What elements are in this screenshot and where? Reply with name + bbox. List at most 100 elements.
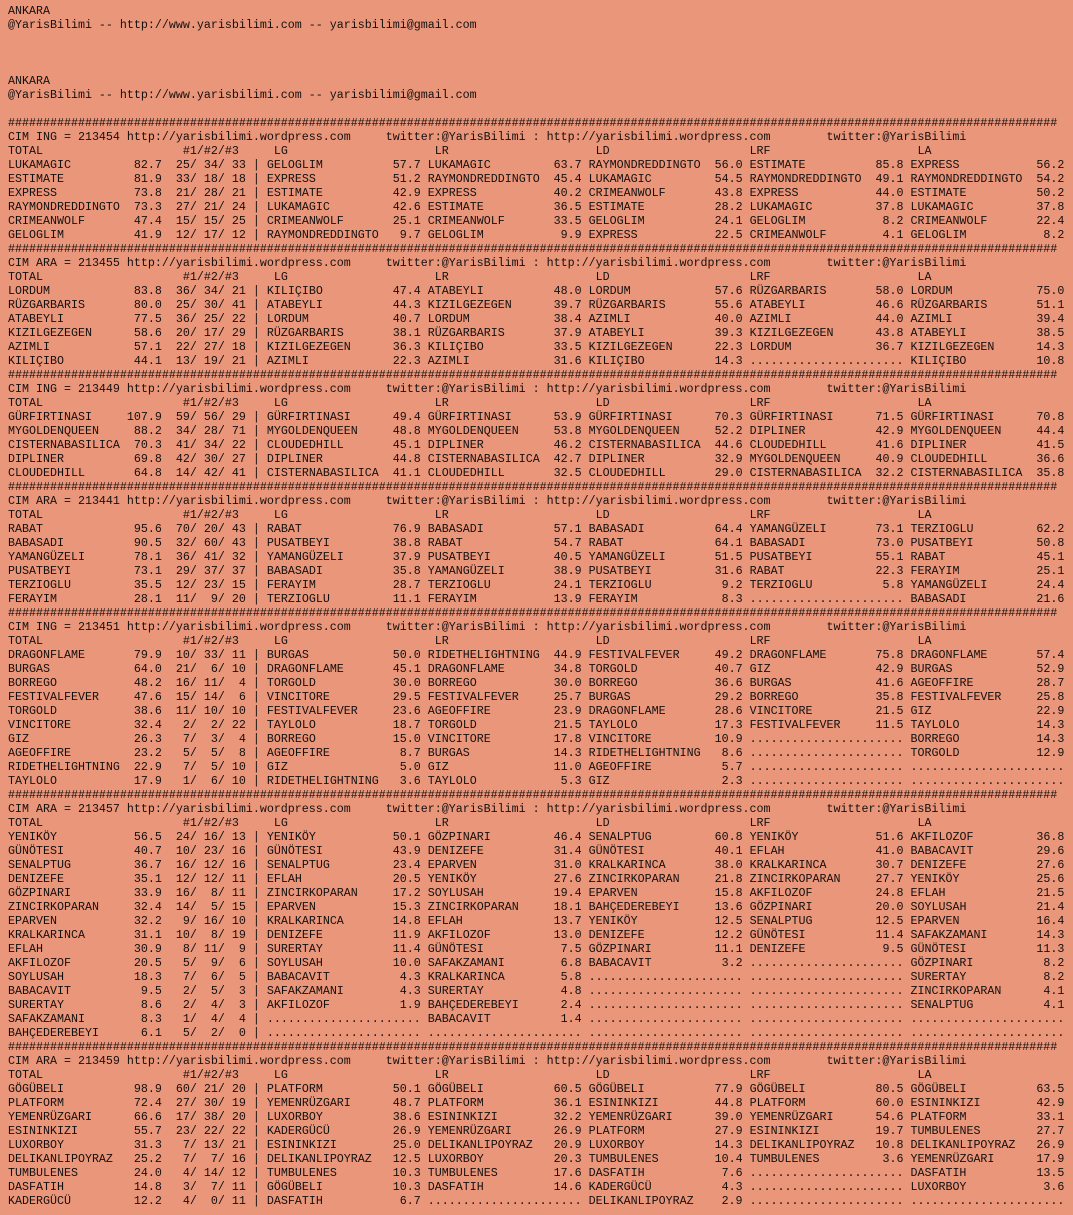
ld-horse-name: BURGAS	[588, 690, 701, 704]
placings: 3/ 7/ 11	[161, 1180, 246, 1194]
placings: 27/ 30/ 19	[161, 1096, 246, 1110]
la-score: 57.4	[1022, 648, 1065, 662]
site-url: http://yarisbilimi.wordpress.com	[546, 130, 771, 144]
twitter-handle: twitter:@YarisBilimi	[826, 382, 967, 396]
la-horse-name: YEMENRÜZGARI	[910, 1152, 1023, 1166]
lrf-score: 75.8	[861, 648, 904, 662]
header-placings: #1/#2/#3	[182, 1068, 239, 1082]
lg-horse-name: LUXORBOY	[266, 1110, 379, 1124]
lr-horse-name: SAFAKZAMANI	[427, 956, 540, 970]
lr-horse-name: CLOUDEDHILL	[427, 466, 540, 480]
ld-horse-name: FERAYIM	[588, 592, 701, 606]
lg-horse-name: YENIKÖY	[266, 830, 379, 844]
total-horse-name: BAHÇEDEREBEYI	[8, 1026, 120, 1040]
header-placings: #1/#2/#3	[182, 396, 239, 410]
lr-score: 63.7	[539, 158, 582, 172]
la-score: 4.1	[1022, 998, 1065, 1012]
separator: ########################################…	[8, 116, 1058, 130]
placings: 10/ 23/ 16	[161, 844, 246, 858]
lrf-horse-name: GÜNÖTESI	[749, 928, 862, 942]
lr-horse-name: BAHÇEDEREBEYI	[427, 998, 540, 1012]
lr-score: 33.5	[539, 214, 582, 228]
total-score: 25.2	[119, 1152, 162, 1166]
lr-score: 4.8	[539, 984, 582, 998]
total-horse-name: SURERTAY	[8, 998, 120, 1012]
column-header-row: TOTAL #1/#2/#3 LG LR LD LRF LA	[8, 396, 1064, 410]
total-score: 33.9	[119, 886, 162, 900]
la-score: 27.6	[1022, 858, 1065, 872]
twitter-handle: twitter:@YarisBilimi	[385, 256, 526, 270]
lg-horse-name: AZIMLI	[266, 354, 379, 368]
lrf-score: 35.8	[861, 690, 904, 704]
lr-score: 36.5	[539, 200, 582, 214]
total-score: 30.9	[119, 942, 162, 956]
total-score: 24.0	[119, 1166, 162, 1180]
header-placings: #1/#2/#3	[182, 270, 239, 284]
ld-score: 29.0	[700, 466, 743, 480]
lrf-horse-name: RABAT	[749, 564, 862, 578]
total-score: 18.3	[119, 970, 162, 984]
total-horse-name: CLOUDEDHILL	[8, 466, 120, 480]
separator-line: ########################################…	[8, 242, 1064, 256]
total-score: 26.3	[119, 732, 162, 746]
ld-horse-name: SENALPTUG	[588, 830, 701, 844]
ld-horse-name: KILIÇIBO	[588, 354, 701, 368]
la-empty-filler: ......................	[910, 1026, 1065, 1040]
table-row: RIDETHELIGHTNING 22.9 7/ 5/ 10 | GIZ 5.0…	[8, 760, 1065, 774]
ld-score: 13.6	[700, 900, 743, 914]
ld-empty-filler: ......................	[588, 984, 743, 998]
table-row: RAYMONDREDDINGTO 73.3 27/ 21/ 24 | LUKAM…	[8, 200, 1065, 214]
lg-score: 38.1	[378, 326, 421, 340]
lrf-score: 54.6	[861, 1110, 904, 1124]
column-header-row: TOTAL #1/#2/#3 LG LR LD LRF LA	[8, 634, 1064, 648]
placings: 70/ 20/ 43	[161, 522, 246, 536]
placings: 7/ 7/ 16	[161, 1152, 246, 1166]
lg-horse-name: BABACAVIT	[266, 970, 379, 984]
lrf-score: 12.5	[861, 914, 904, 928]
total-horse-name: AGEOFFIRE	[8, 746, 120, 760]
header-la: LA	[917, 396, 932, 410]
placings: 21/ 28/ 21	[161, 186, 246, 200]
table-row: EXPRESS 73.8 21/ 28/ 21 | ESTIMATE 42.9 …	[8, 186, 1065, 200]
lr-horse-name: PUSATBEYI	[427, 550, 540, 564]
total-score: 70.3	[119, 438, 162, 452]
lg-score: 11.1	[378, 592, 421, 606]
total-horse-name: BORREGO	[8, 676, 120, 690]
la-score: 21.4	[1022, 900, 1065, 914]
lr-horse-name: ZINCIRKOPARAN	[427, 900, 540, 914]
lr-horse-name: PLATFORM	[427, 1096, 540, 1110]
table-row: EPARVEN 32.2 9/ 16/ 10 | KRALKARINCA 14.…	[8, 914, 1065, 928]
lg-score: 11.4	[378, 942, 421, 956]
lr-score: 19.4	[539, 886, 582, 900]
results-document: ANKARA @YarisBilimi -- http://www.yarisb…	[8, 4, 1064, 1208]
lg-score: 4.3	[378, 984, 421, 998]
lg-score: 41.1	[378, 466, 421, 480]
lrf-horse-name: CLOUDEDHILL	[749, 438, 862, 452]
lr-horse-name: TORGOLD	[427, 718, 540, 732]
lrf-score: 11.5	[861, 718, 904, 732]
la-empty-filler: ......................	[910, 1012, 1065, 1026]
la-empty-filler: ......................	[910, 1194, 1065, 1208]
lr-score: 7.5	[539, 942, 582, 956]
table-row: DELIKANLIPOYRAZ 25.2 7/ 7/ 16 | DELIKANL…	[8, 1152, 1065, 1166]
placings: 7/ 3/ 4	[161, 732, 246, 746]
lr-score: 17.6	[539, 1166, 582, 1180]
lr-score: 57.1	[539, 522, 582, 536]
site-url: http://yarisbilimi.wordpress.com	[546, 256, 771, 270]
la-horse-name: GELOGLIM	[910, 228, 1023, 242]
lr-score: 33.5	[539, 340, 582, 354]
lrf-score: 80.5	[861, 1082, 904, 1096]
lr-score: 17.8	[539, 732, 582, 746]
lg-score: 1.9	[378, 998, 421, 1012]
lg-score: 15.3	[378, 900, 421, 914]
lr-score: 27.6	[539, 872, 582, 886]
ld-horse-name: CISTERNABASILICA	[588, 438, 701, 452]
lg-score: 57.7	[378, 158, 421, 172]
ld-horse-name: GIZ	[588, 774, 701, 788]
lrf-score: 41.6	[861, 438, 904, 452]
lr-horse-name: SURERTAY	[427, 984, 540, 998]
lg-score: 5.0	[378, 760, 421, 774]
total-score: 69.8	[119, 452, 162, 466]
ld-horse-name: KIZILGEZEGEN	[588, 340, 701, 354]
total-score: 48.2	[119, 676, 162, 690]
